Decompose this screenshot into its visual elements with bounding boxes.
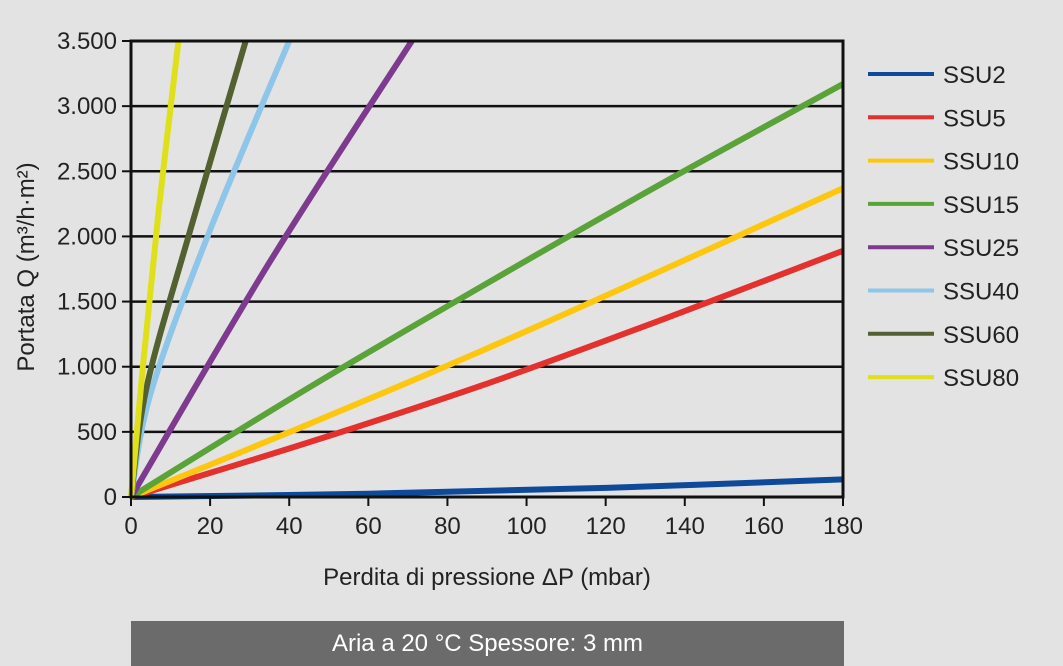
series-line-ssu15 (129, 81, 845, 500)
legend-label-ssu5: SSU5 (943, 105, 1006, 132)
legend-label-ssu80: SSU80 (943, 365, 1019, 392)
legend: SSU2 SSU5 SSU10 SSU15 SSU25 SSU40 SSU60 SSU80 (868, 62, 1019, 392)
series-lines (128, 39, 845, 500)
y-axis-label: Portata Q (m³/h·m²) (13, 162, 40, 371)
legend-label-ssu60: SSU60 (943, 322, 1019, 349)
y-tick-label: 1.000 (57, 354, 117, 381)
x-axis-ticks: 0 20 40 60 80 100 120 140 160 180 (124, 497, 863, 540)
y-tick-label: 2.000 (57, 223, 117, 250)
x-tick-label: 0 (124, 513, 137, 540)
y-tick-label: 3.000 (57, 93, 117, 120)
chart: 0 20 40 60 80 100 120 140 160 180 0 500 1.000 1.500 2… (13, 28, 1019, 591)
x-tick-label: 20 (197, 513, 224, 540)
x-tick-label: 40 (276, 513, 303, 540)
x-tick-label: 180 (823, 513, 863, 540)
legend-label-ssu25: SSU25 (943, 235, 1019, 262)
y-tick-label: 2.500 (57, 158, 117, 185)
legend-label-ssu10: SSU10 (943, 149, 1019, 176)
grid-lines (131, 39, 843, 499)
plot-frame (129, 39, 845, 499)
x-tick-label: 140 (665, 513, 705, 540)
caption-bar: Aria a 20 °C Spessore: 3 mm (131, 621, 844, 666)
y-tick-label: 0 (104, 484, 117, 511)
series-line-ssu5 (130, 247, 845, 500)
legend-label-ssu40: SSU40 (943, 279, 1019, 306)
series-line-ssu80 (128, 40, 182, 498)
series-line-ssu60 (128, 40, 249, 498)
x-axis-label: Perdita di pressione ΔP (mbar) (323, 564, 651, 591)
x-tick-label: 80 (434, 513, 461, 540)
y-tick-label: 3.500 (57, 28, 117, 55)
series-line-ssu10 (129, 185, 845, 500)
y-tick-label: 500 (77, 419, 117, 446)
x-tick-label: 120 (586, 513, 626, 540)
legend-label-ssu15: SSU15 (943, 192, 1019, 219)
series-line-ssu25 (128, 39, 415, 499)
x-tick-label: 160 (744, 513, 784, 540)
x-tick-label: 100 (507, 513, 547, 540)
y-axis-ticks: 0 500 1.000 1.500 2.000 2.500 3.000 3.500 (57, 28, 131, 511)
series-line-ssu2 (130, 476, 844, 500)
x-tick-label: 60 (355, 513, 382, 540)
legend-label-ssu2: SSU2 (943, 62, 1006, 89)
y-tick-label: 1.500 (57, 289, 117, 316)
